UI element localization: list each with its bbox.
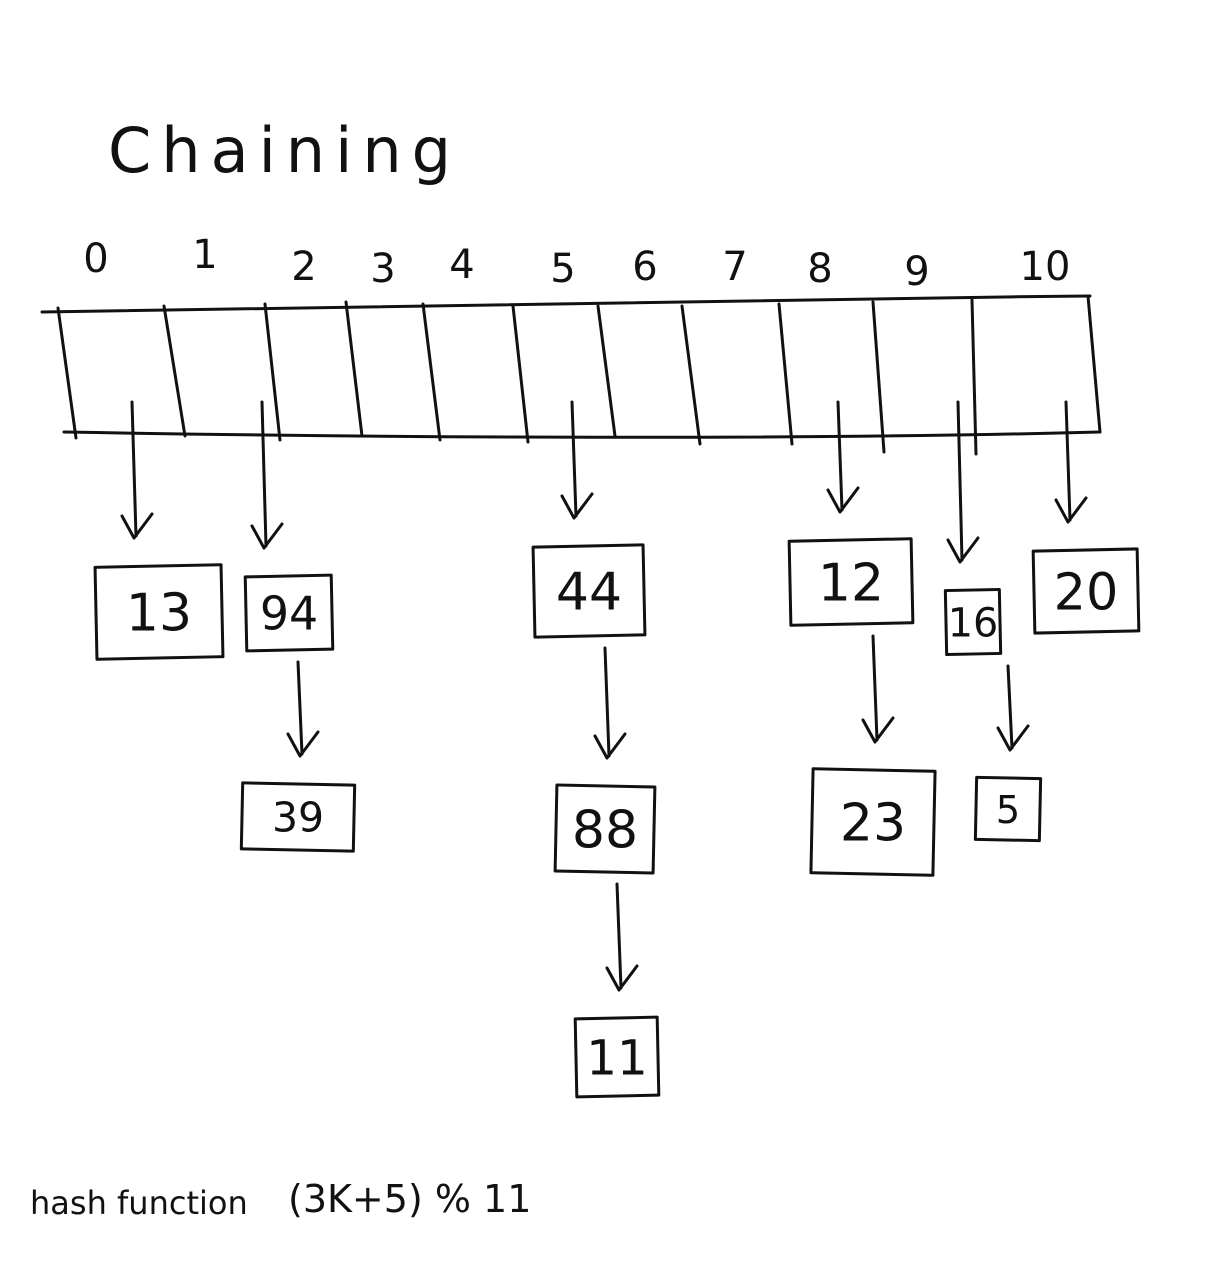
chain-arrow-5-1: [593, 646, 627, 760]
chain-node-value: 20: [1054, 562, 1119, 621]
chain-node-box: [243, 573, 335, 653]
slot-divider-7: [680, 304, 702, 446]
table-top-edge: [40, 294, 1092, 314]
chain-node-box: [787, 537, 915, 627]
chain-arrow-1-1: [286, 660, 320, 758]
chain-node-value: 23: [840, 794, 906, 854]
table-right-edge: [1086, 294, 1102, 434]
slot-divider-4: [421, 302, 442, 442]
hash-function-formula: (3K+5) % 11: [288, 1177, 531, 1221]
bucket-chains: 13 94 39 44 88 11 12 23 16 5 20: [93, 400, 1141, 1099]
chain-node-value: 5: [996, 788, 1020, 833]
chain-node-value: 16: [948, 600, 998, 646]
diagram-title: Chaining: [108, 114, 461, 187]
chain-node-box: [973, 775, 1043, 843]
bucket-index-8: 8: [807, 246, 832, 292]
chain-arrow-0-0: [120, 400, 154, 540]
chain-node-value: 11: [586, 1030, 648, 1086]
bucket-index-6: 6: [632, 244, 657, 290]
slot-divider-1: [162, 304, 187, 438]
slot-divider-8: [777, 302, 794, 446]
chain-node-value: 39: [272, 794, 324, 842]
chain-arrow-10-0: [1054, 400, 1088, 524]
chain-node-box: [553, 783, 657, 875]
hash-function-label: hash function: [30, 1184, 248, 1222]
slot-divider-6: [596, 304, 617, 438]
bucket-index-9: 9: [904, 249, 929, 295]
chain-node-value: 94: [260, 587, 318, 641]
chain-bucket-0: 13: [93, 400, 225, 661]
bucket-index-7: 7: [722, 244, 747, 290]
chain-node-value: 44: [556, 563, 622, 623]
slot-divider-5: [511, 304, 530, 444]
bucket-index-1: 1: [192, 232, 217, 278]
chain-node-box: [1031, 547, 1141, 635]
chain-node-value: 88: [572, 801, 638, 861]
chain-bucket-9: 16 5: [943, 400, 1043, 843]
chain-arrow-1-0: [250, 400, 284, 550]
bucket-index-3: 3: [370, 246, 395, 292]
chain-node-box: [239, 781, 357, 853]
chain-arrow-9-1: [996, 664, 1030, 752]
chain-node-box: [573, 1015, 661, 1099]
slot-divider-0: [56, 306, 78, 440]
bucket-index-0: 0: [83, 236, 108, 282]
chain-node-value: 12: [818, 554, 884, 614]
bucket-index-labels: 0 1 2 3 4 5 6 7 8 9 10: [83, 232, 1070, 295]
hash-table-array: [40, 294, 1102, 456]
chain-bucket-1: 94 39: [239, 400, 357, 853]
slot-divider-2: [263, 302, 282, 442]
bucket-index-4: 4: [449, 242, 474, 288]
chain-node-box: [809, 767, 937, 877]
slot-dividers: [56, 298, 978, 456]
chain-bucket-10: 20: [1031, 400, 1141, 635]
slot-divider-9: [871, 300, 886, 454]
chain-bucket-8: 12 23: [787, 400, 937, 877]
bucket-index-5: 5: [550, 246, 575, 292]
chain-arrow-5-0: [560, 400, 594, 520]
bucket-index-10: 10: [1020, 244, 1071, 290]
slot-divider-3: [344, 300, 364, 438]
chain-bucket-5: 44 88 11: [531, 400, 661, 1099]
chain-node-value: 13: [126, 584, 192, 644]
chain-node-box: [531, 543, 647, 639]
chain-node-box: [943, 587, 1003, 657]
bucket-index-2: 2: [291, 244, 316, 290]
chain-arrow-8-1: [861, 634, 895, 744]
chain-arrow-9-0: [946, 400, 980, 564]
chain-node-box: [93, 563, 225, 661]
chain-arrow-5-2: [605, 882, 639, 992]
slot-divider-10: [970, 298, 978, 456]
chain-arrow-8-0: [826, 400, 860, 514]
table-bottom-edge: [62, 430, 1102, 439]
